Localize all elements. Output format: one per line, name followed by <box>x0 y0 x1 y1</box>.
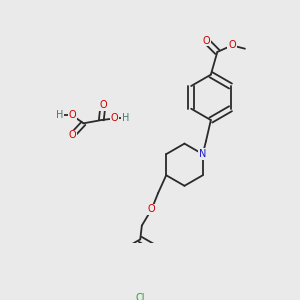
Text: H: H <box>122 113 129 124</box>
Text: H: H <box>56 110 64 120</box>
Text: O: O <box>68 130 76 140</box>
Text: O: O <box>68 110 76 120</box>
Text: N: N <box>199 149 206 159</box>
Text: O: O <box>148 204 155 214</box>
Text: O: O <box>99 100 107 110</box>
Text: Cl: Cl <box>136 293 145 300</box>
Text: O: O <box>110 113 118 124</box>
Text: O: O <box>228 40 236 50</box>
Text: O: O <box>202 36 210 46</box>
